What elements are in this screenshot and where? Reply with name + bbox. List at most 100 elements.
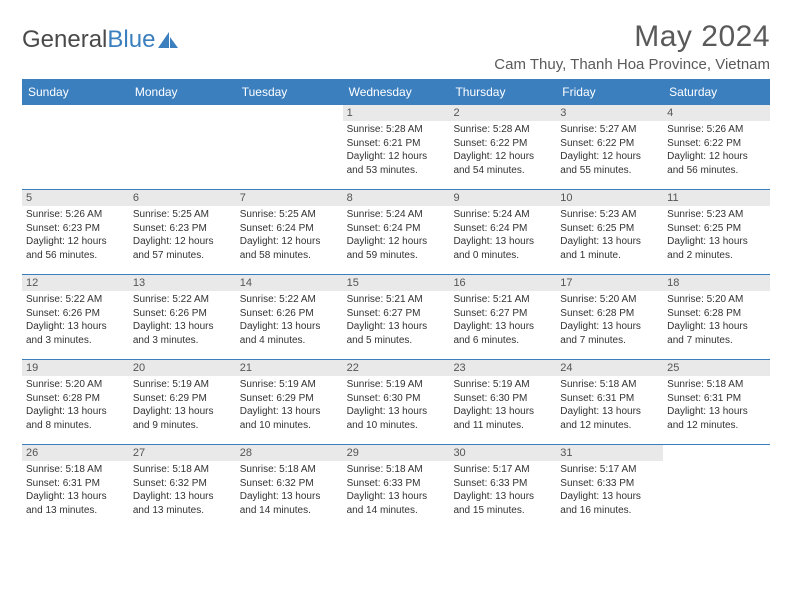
day-cell: 8Sunrise: 5:24 AMSunset: 6:24 PMDaylight… [343,190,450,274]
day-number: 10 [556,190,663,206]
calendar-page: GeneralBlue May 2024 Cam Thuy, Thanh Hoa… [0,0,792,549]
daylight-text: Daylight: 13 hours [133,320,232,334]
sunset-text: Sunset: 6:22 PM [560,137,659,151]
sunset-text: Sunset: 6:21 PM [347,137,446,151]
daylight-text: and 8 minutes. [26,419,125,433]
day-cell: 19Sunrise: 5:20 AMSunset: 6:28 PMDayligh… [22,360,129,444]
daylight-text: and 2 minutes. [667,249,766,263]
day-content: Sunrise: 5:18 AMSunset: 6:31 PMDaylight:… [556,376,663,436]
daylight-text: Daylight: 12 hours [240,235,339,249]
daylight-text: Daylight: 13 hours [240,320,339,334]
day-number: 11 [663,190,770,206]
sunset-text: Sunset: 6:31 PM [667,392,766,406]
day-cell: 1Sunrise: 5:28 AMSunset: 6:21 PMDaylight… [343,105,450,189]
calendar-week: 1Sunrise: 5:28 AMSunset: 6:21 PMDaylight… [22,105,770,189]
sunrise-text: Sunrise: 5:21 AM [453,293,552,307]
sunset-text: Sunset: 6:24 PM [240,222,339,236]
day-cell: 15Sunrise: 5:21 AMSunset: 6:27 PMDayligh… [343,275,450,359]
sunrise-text: Sunrise: 5:22 AM [133,293,232,307]
day-content: Sunrise: 5:28 AMSunset: 6:22 PMDaylight:… [449,121,556,181]
sunset-text: Sunset: 6:27 PM [453,307,552,321]
daylight-text: Daylight: 12 hours [26,235,125,249]
daylight-text: Daylight: 13 hours [453,490,552,504]
daylight-text: Daylight: 12 hours [347,150,446,164]
daylight-text: and 11 minutes. [453,419,552,433]
sunset-text: Sunset: 6:33 PM [453,477,552,491]
day-content: Sunrise: 5:20 AMSunset: 6:28 PMDaylight:… [663,291,770,351]
day-number: 12 [22,275,129,291]
day-content: Sunrise: 5:18 AMSunset: 6:33 PMDaylight:… [343,461,450,521]
day-content: Sunrise: 5:20 AMSunset: 6:28 PMDaylight:… [556,291,663,351]
sunrise-text: Sunrise: 5:26 AM [667,123,766,137]
day-content: Sunrise: 5:23 AMSunset: 6:25 PMDaylight:… [556,206,663,266]
day-content: Sunrise: 5:22 AMSunset: 6:26 PMDaylight:… [129,291,236,351]
day-cell: 3Sunrise: 5:27 AMSunset: 6:22 PMDaylight… [556,105,663,189]
sunrise-text: Sunrise: 5:22 AM [26,293,125,307]
daylight-text: and 3 minutes. [133,334,232,348]
day-number: 30 [449,445,556,461]
daylight-text: and 10 minutes. [347,419,446,433]
daylight-text: and 12 minutes. [667,419,766,433]
sunset-text: Sunset: 6:27 PM [347,307,446,321]
daylight-text: and 12 minutes. [560,419,659,433]
day-cell: 6Sunrise: 5:25 AMSunset: 6:23 PMDaylight… [129,190,236,274]
sunset-text: Sunset: 6:29 PM [133,392,232,406]
day-cell: 25Sunrise: 5:18 AMSunset: 6:31 PMDayligh… [663,360,770,444]
sunrise-text: Sunrise: 5:18 AM [240,463,339,477]
day-cell: 26Sunrise: 5:18 AMSunset: 6:31 PMDayligh… [22,445,129,529]
daylight-text: and 7 minutes. [667,334,766,348]
sunrise-text: Sunrise: 5:26 AM [26,208,125,222]
day-cell: 12Sunrise: 5:22 AMSunset: 6:26 PMDayligh… [22,275,129,359]
day-number: 21 [236,360,343,376]
day-content: Sunrise: 5:24 AMSunset: 6:24 PMDaylight:… [343,206,450,266]
day-cell: 2Sunrise: 5:28 AMSunset: 6:22 PMDaylight… [449,105,556,189]
day-content: Sunrise: 5:17 AMSunset: 6:33 PMDaylight:… [556,461,663,521]
day-cell: 5Sunrise: 5:26 AMSunset: 6:23 PMDaylight… [22,190,129,274]
day-number: 29 [343,445,450,461]
sunset-text: Sunset: 6:26 PM [26,307,125,321]
daylight-text: and 4 minutes. [240,334,339,348]
sunrise-text: Sunrise: 5:24 AM [347,208,446,222]
day-cell: 14Sunrise: 5:22 AMSunset: 6:26 PMDayligh… [236,275,343,359]
daylight-text: Daylight: 12 hours [667,150,766,164]
sunrise-text: Sunrise: 5:20 AM [667,293,766,307]
day-header-monday: Monday [129,79,236,105]
sunrise-text: Sunrise: 5:18 AM [133,463,232,477]
day-number: 26 [22,445,129,461]
day-content: Sunrise: 5:18 AMSunset: 6:31 PMDaylight:… [663,376,770,436]
day-number: 7 [236,190,343,206]
sunset-text: Sunset: 6:32 PM [240,477,339,491]
day-number: 22 [343,360,450,376]
day-header-sunday: Sunday [22,79,129,105]
day-content: Sunrise: 5:24 AMSunset: 6:24 PMDaylight:… [449,206,556,266]
sunrise-text: Sunrise: 5:18 AM [560,378,659,392]
daylight-text: and 57 minutes. [133,249,232,263]
day-cell: 24Sunrise: 5:18 AMSunset: 6:31 PMDayligh… [556,360,663,444]
daylight-text: Daylight: 13 hours [560,320,659,334]
sunrise-text: Sunrise: 5:19 AM [453,378,552,392]
sunset-text: Sunset: 6:28 PM [26,392,125,406]
day-content: Sunrise: 5:19 AMSunset: 6:30 PMDaylight:… [449,376,556,436]
sunrise-text: Sunrise: 5:19 AM [133,378,232,392]
sunrise-text: Sunrise: 5:27 AM [560,123,659,137]
day-content: Sunrise: 5:25 AMSunset: 6:23 PMDaylight:… [129,206,236,266]
calendar-week: 12Sunrise: 5:22 AMSunset: 6:26 PMDayligh… [22,274,770,359]
sunrise-text: Sunrise: 5:21 AM [347,293,446,307]
daylight-text: and 59 minutes. [347,249,446,263]
daylight-text: and 56 minutes. [26,249,125,263]
daylight-text: and 1 minute. [560,249,659,263]
daylight-text: Daylight: 13 hours [347,490,446,504]
daylight-text: and 10 minutes. [240,419,339,433]
day-cell: 30Sunrise: 5:17 AMSunset: 6:33 PMDayligh… [449,445,556,529]
daylight-text: and 15 minutes. [453,504,552,518]
sunset-text: Sunset: 6:22 PM [453,137,552,151]
daylight-text: and 13 minutes. [26,504,125,518]
sunset-text: Sunset: 6:25 PM [560,222,659,236]
day-cell [236,105,343,189]
month-title: May 2024 [494,20,770,54]
daylight-text: and 16 minutes. [560,504,659,518]
daylight-text: and 5 minutes. [347,334,446,348]
sunrise-text: Sunrise: 5:25 AM [240,208,339,222]
daylight-text: Daylight: 13 hours [347,405,446,419]
day-number: 17 [556,275,663,291]
